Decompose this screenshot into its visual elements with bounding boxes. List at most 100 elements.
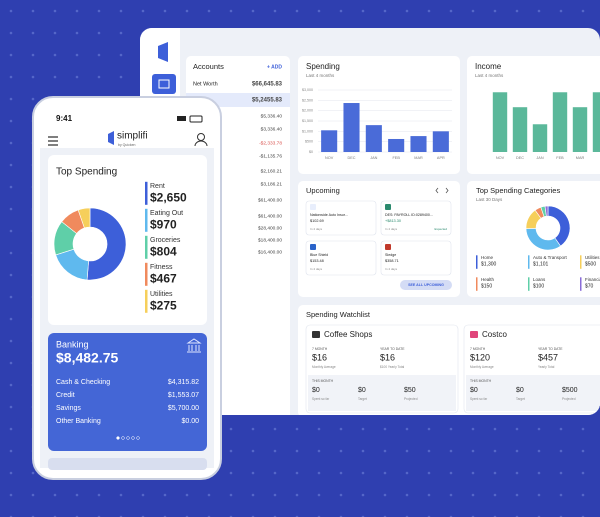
y-tick-label: $500 xyxy=(305,140,313,144)
stat-label: 7 MONTH xyxy=(312,347,328,351)
stat-amount: $16 xyxy=(380,352,395,362)
legend-swatch xyxy=(528,277,530,291)
see-all-button[interactable] xyxy=(400,280,452,290)
month-amount: $500 xyxy=(562,387,578,394)
legend-label: Rent xyxy=(150,183,165,190)
payee-name: Sledge xyxy=(385,253,396,257)
month-amount: $0 xyxy=(312,387,320,394)
desktop-window: Accounts + ADD Net Worth $66,645.83 $5,2455.… xyxy=(140,28,600,415)
card-title: Income xyxy=(475,62,502,71)
stat-note: Yearly Total xyxy=(538,365,555,369)
account-amount: $5,2455.83 xyxy=(252,98,283,104)
upcoming-tile xyxy=(305,240,377,276)
card-title: Top Spending xyxy=(56,167,117,178)
month-band xyxy=(308,375,456,411)
x-tick-label: MAR xyxy=(576,156,585,160)
month-note: Projected xyxy=(562,397,576,401)
legend-label: Utilities xyxy=(585,255,600,260)
card-subtitle: Last 4 months xyxy=(475,73,504,78)
account-amount: $5,336.40 xyxy=(261,113,283,119)
pager xyxy=(435,187,449,194)
payee-icon xyxy=(310,244,316,250)
y-tick-label: $2,500 xyxy=(302,98,313,102)
payee-status: Expected xyxy=(434,227,447,231)
banking-row-amount: $0.00 xyxy=(181,418,199,425)
legend-label: Financia xyxy=(585,277,600,282)
card-title: Upcoming xyxy=(306,186,340,195)
legend-value: $70 xyxy=(585,283,594,289)
carousel-dot xyxy=(126,436,130,440)
stat-note: Monthly Average xyxy=(312,365,336,369)
legend-swatch xyxy=(476,255,478,269)
payee-icon xyxy=(385,204,391,210)
legend-swatch xyxy=(528,255,530,269)
legend-swatch xyxy=(145,208,148,232)
card-title: Spending xyxy=(306,62,340,71)
x-tick-label: FEB xyxy=(392,156,400,160)
account-label: Net Worth xyxy=(193,81,218,87)
banking-row-label: Cash & Checking xyxy=(56,379,110,386)
legend-swatch xyxy=(145,235,148,259)
carousel-dot xyxy=(136,436,140,440)
legend-label: Fitness xyxy=(150,264,173,271)
accounts-add: + ADD xyxy=(267,64,282,70)
carousel-dot xyxy=(116,436,120,440)
upcoming-tile xyxy=(305,200,377,236)
account-amount: $2,160.21 xyxy=(261,168,283,174)
payee-name: Nationwide Auto Insur... xyxy=(310,213,348,217)
legend-value: $1,101 xyxy=(533,261,549,267)
banking-row-amount: $1,553.07 xyxy=(168,392,199,399)
banking-row-amount: $5,700.00 xyxy=(168,405,199,412)
accounts-title: Accounts xyxy=(193,62,224,71)
banking-row-label: Credit xyxy=(56,392,75,399)
banking-row-amount: $4,315.82 xyxy=(168,379,199,386)
legend-value: $970 xyxy=(150,217,177,231)
payee-when: In 4 days xyxy=(385,267,398,271)
legend-value: $1,300 xyxy=(481,261,497,267)
legend-label: Home xyxy=(481,255,494,260)
legend-value: $467 xyxy=(150,271,177,285)
legend-label: Loans xyxy=(533,277,546,282)
stat-amount: $120 xyxy=(470,352,490,362)
account-amount: $28,400.00 xyxy=(258,225,282,231)
bar xyxy=(532,124,548,152)
legend-label: Eating Out xyxy=(150,210,183,217)
payee-amount: $153.48 xyxy=(310,259,324,263)
month-amount: $0 xyxy=(516,387,524,394)
bar xyxy=(492,92,508,152)
legend-value: $275 xyxy=(150,298,177,312)
status-time: 9:41 xyxy=(56,114,73,123)
legend-swatch xyxy=(145,262,148,286)
card-subtitle: Last 4 months xyxy=(306,73,335,78)
banking-title: Banking xyxy=(56,339,89,349)
banking-total: $8,482.75 xyxy=(56,350,118,366)
card-title: Top Spending Categories xyxy=(476,186,560,195)
month-amount: $50 xyxy=(404,387,416,394)
legend-value: $500 xyxy=(585,261,596,267)
payee-when: In 4 days xyxy=(310,227,323,231)
x-tick-label: FEB xyxy=(556,156,564,160)
x-tick-label: NOV xyxy=(496,156,505,160)
stat-amount: $457 xyxy=(538,352,558,362)
payee-name: DES: PAYROLL ID:0289400... xyxy=(385,213,433,217)
banking-row-label: Other Banking xyxy=(56,418,101,425)
pie-slice xyxy=(77,207,91,229)
bar xyxy=(552,92,568,152)
bar xyxy=(512,107,528,152)
upcoming-tile xyxy=(380,240,452,276)
y-tick-label: $1,500 xyxy=(302,119,313,123)
stat-label: 7 MONTH xyxy=(470,347,486,351)
month-band xyxy=(466,375,600,411)
x-tick-label: NOV xyxy=(325,156,334,160)
account-amount: $16,400.00 xyxy=(258,249,282,255)
stat-label: YEAR TO DATE xyxy=(538,347,563,351)
payee-amount: +$813.30 xyxy=(385,219,401,223)
x-tick-label: JAN xyxy=(536,156,543,160)
account-amount: $61,400.00 xyxy=(258,213,282,219)
stat-note: $100 Yearly Total xyxy=(380,365,405,369)
bar xyxy=(343,103,360,152)
bar xyxy=(388,138,405,152)
